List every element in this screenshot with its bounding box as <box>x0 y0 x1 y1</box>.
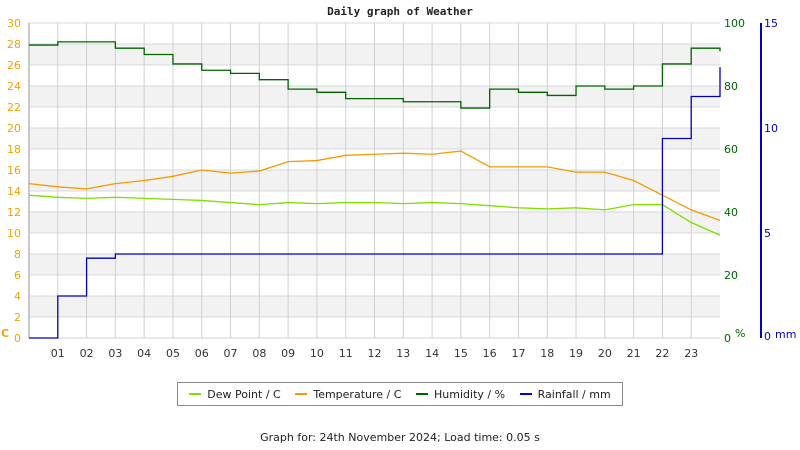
svg-text:19: 19 <box>569 347 583 360</box>
svg-text:07: 07 <box>224 347 238 360</box>
svg-text:20: 20 <box>724 269 738 282</box>
svg-text:60: 60 <box>724 143 738 156</box>
svg-text:100: 100 <box>724 17 745 30</box>
left-axis-tick: 4 <box>14 290 21 303</box>
svg-text:04: 04 <box>137 347 151 360</box>
temperature-swatch-icon <box>295 393 308 395</box>
svg-text:10: 10 <box>310 347 324 360</box>
svg-text:80: 80 <box>724 80 738 93</box>
svg-text:16: 16 <box>483 347 497 360</box>
left-axis-tick: 14 <box>7 185 21 198</box>
left-axis-tick: 18 <box>7 143 21 156</box>
svg-text:mm: mm <box>775 328 796 341</box>
legend-item-humidity: Humidity / % <box>416 388 505 401</box>
left-axis-tick: 28 <box>7 38 21 51</box>
rainfall-swatch-icon <box>519 393 532 395</box>
svg-text:08: 08 <box>252 347 266 360</box>
svg-text:13: 13 <box>396 347 410 360</box>
left-axis-tick: 10 <box>7 227 21 240</box>
svg-text:%: % <box>735 327 745 340</box>
svg-text:15: 15 <box>454 347 468 360</box>
left-axis-tick: 2 <box>14 311 21 324</box>
legend-label: Rainfall / mm <box>537 387 611 401</box>
svg-text:22: 22 <box>655 347 669 360</box>
legend-item-rainfall: Rainfall / mm <box>519 387 611 401</box>
legend-label: Humidity / % <box>434 387 506 401</box>
svg-text:23: 23 <box>684 347 698 360</box>
svg-text:5: 5 <box>764 227 771 240</box>
svg-text:14: 14 <box>425 347 439 360</box>
svg-text:03: 03 <box>108 347 122 360</box>
dew-point-swatch-icon <box>189 393 202 395</box>
svg-text:09: 09 <box>281 347 295 360</box>
svg-text:20: 20 <box>598 347 612 360</box>
left-axis-tick: 16 <box>7 164 21 177</box>
legend: Dew Point / C Temperature / C Humidity /… <box>177 382 623 406</box>
legend-label: Dew Point / C <box>207 387 281 401</box>
legend-item-temperature: Temperature / C <box>295 388 401 401</box>
svg-text:0: 0 <box>764 330 771 343</box>
left-axis-tick: 30 <box>7 17 21 30</box>
svg-text:12: 12 <box>368 347 382 360</box>
left-axis-tick: 6 <box>14 269 21 282</box>
humidity-swatch-icon <box>416 393 429 395</box>
left-axis-tick: 8 <box>14 248 21 261</box>
left-axis-tick: 22 <box>7 101 21 114</box>
svg-text:18: 18 <box>540 347 554 360</box>
svg-text:05: 05 <box>166 347 180 360</box>
left-axis-tick: 20 <box>7 122 21 135</box>
svg-text:40: 40 <box>724 206 738 219</box>
chart-title: Daily graph of Weather <box>327 5 473 18</box>
svg-text:02: 02 <box>80 347 94 360</box>
svg-text:10: 10 <box>764 122 778 135</box>
left-axis-tick: 26 <box>7 59 21 72</box>
left-axis-tick: 0 <box>14 332 21 345</box>
svg-text:21: 21 <box>627 347 641 360</box>
graph-footer: Graph for: 24th November 2024; Load time… <box>260 431 540 444</box>
left-axis-tick: 12 <box>7 206 21 219</box>
svg-text:17: 17 <box>511 347 525 360</box>
legend-label: Temperature / C <box>313 387 402 401</box>
svg-text:11: 11 <box>339 347 353 360</box>
svg-text:06: 06 <box>195 347 209 360</box>
svg-text:01: 01 <box>51 347 65 360</box>
svg-text:15: 15 <box>764 17 778 30</box>
left-axis-tick: 24 <box>7 80 21 93</box>
svg-text:0: 0 <box>724 332 731 345</box>
svg-text:C: C <box>1 327 9 340</box>
legend-item-dew-point: Dew Point / C <box>189 387 281 401</box>
